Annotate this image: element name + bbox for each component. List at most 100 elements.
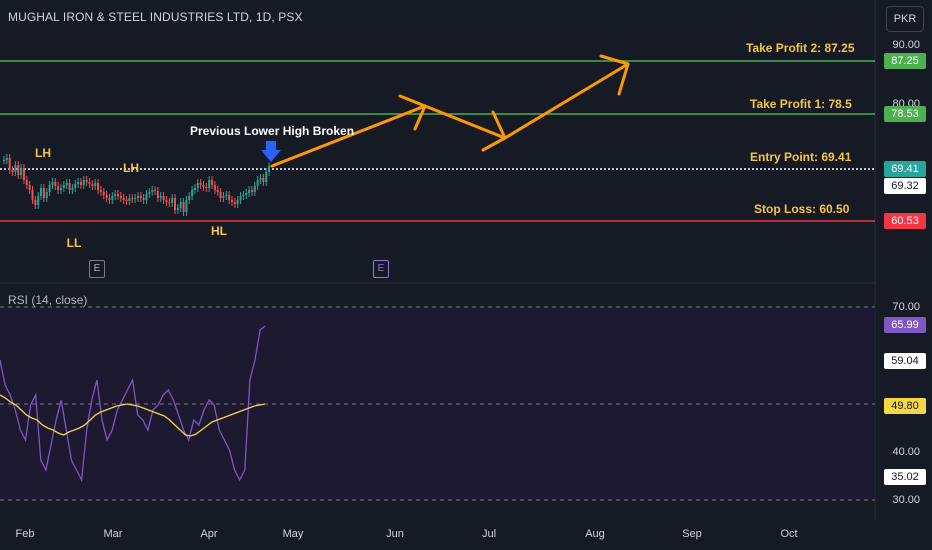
- candle-body: [74, 184, 77, 188]
- candle-body: [48, 185, 51, 192]
- take-profit-1-label: Take Profit 1: 78.5: [750, 97, 852, 111]
- candle-body: [145, 194, 148, 200]
- projection-path: [270, 62, 630, 168]
- candle-body: [256, 180, 259, 186]
- currency-button[interactable]: PKR: [886, 6, 924, 32]
- candle-body: [111, 196, 114, 200]
- candle-body: [82, 180, 85, 185]
- candle-body: [245, 193, 248, 195]
- candle-body: [185, 200, 188, 212]
- candle-body: [85, 180, 88, 182]
- candle-body: [97, 183, 100, 190]
- time-label-apr: Apr: [200, 528, 218, 540]
- time-label-may: May: [282, 528, 304, 540]
- candle-body: [248, 190, 251, 193]
- candle-body: [117, 194, 119, 196]
- rsi-line: [0, 325, 266, 483]
- candle-body: [199, 183, 202, 185]
- candle-body: [176, 208, 179, 210]
- candle-body: [193, 188, 196, 190]
- rsi-ma-badge: 49.80: [884, 398, 926, 414]
- rsi-indicator-label[interactable]: RSI (14, close): [8, 293, 88, 307]
- candle-body: [196, 183, 199, 188]
- candle-body: [77, 182, 80, 184]
- lower-high-label-1: LH: [35, 146, 51, 160]
- candle-body: [105, 195, 108, 198]
- candle-body: [54, 182, 57, 186]
- arrow-head-3: [599, 54, 630, 96]
- candle-body: [122, 198, 125, 200]
- rsi-upper-badge: 59.04: [884, 353, 926, 369]
- rsi-series: [0, 325, 266, 483]
- candle-body: [57, 186, 60, 190]
- time-label-sep: Sep: [682, 528, 702, 540]
- projection-arrows[interactable]: [270, 54, 630, 168]
- candle-body: [159, 196, 162, 198]
- candle-body: [228, 195, 231, 200]
- candle-body: [20, 168, 23, 175]
- candle-body: [60, 188, 62, 190]
- candle-body: [45, 192, 48, 198]
- rsi-tick-40: 40.00: [892, 446, 920, 458]
- entry-point-label: Entry Point: 69.41: [750, 150, 852, 164]
- breakout-annotation: Previous Lower High Broken: [190, 124, 355, 138]
- candle-body: [119, 196, 122, 198]
- candle-body: [268, 166, 271, 172]
- candle-body: [94, 183, 97, 186]
- candle-body: [128, 198, 131, 201]
- candle-body: [68, 183, 71, 190]
- candle-body: [262, 178, 265, 182]
- candle-body: [242, 195, 245, 196]
- earnings-marker-1[interactable]: E: [89, 260, 105, 278]
- candle-body: [14, 165, 17, 172]
- candle-body: [142, 198, 145, 200]
- candle-body: [134, 198, 137, 199]
- candle-body: [168, 202, 171, 203]
- candle-body: [151, 190, 154, 192]
- candle-body: [211, 180, 214, 185]
- rsi-lower-badge: 35.02: [884, 469, 926, 485]
- candle-body: [108, 198, 111, 200]
- candle-body: [136, 196, 139, 198]
- candle-body: [51, 182, 54, 185]
- candle-body: [40, 188, 43, 196]
- candle-body: [188, 196, 191, 200]
- candle-body: [236, 200, 239, 204]
- lower-low-label: LL: [66, 236, 82, 250]
- candle-body: [225, 195, 228, 196]
- candle-body: [165, 200, 168, 202]
- last-price-badge: 69.32: [884, 178, 926, 194]
- candle-body: [239, 196, 242, 200]
- candle-body: [162, 196, 165, 200]
- candle-body: [182, 202, 185, 212]
- symbol-title[interactable]: MUGHAL IRON & STEEL INDUSTRIES LTD, 1D, …: [8, 10, 303, 24]
- candle-body: [22, 168, 25, 180]
- earnings-marker-2[interactable]: E: [373, 260, 389, 278]
- candle-body: [65, 183, 68, 185]
- candle-body: [148, 192, 151, 194]
- candle-body: [102, 192, 105, 195]
- stop-loss-badge: 60.53: [884, 213, 926, 229]
- candle-body: [205, 187, 208, 188]
- candle-body: [71, 188, 74, 190]
- time-label-jun: Jun: [386, 528, 404, 540]
- candle-body: [125, 200, 128, 201]
- candlestick-series: [3, 154, 271, 216]
- candle-body: [139, 196, 142, 198]
- candle-body: [3, 160, 5, 161]
- candle-body: [219, 192, 222, 198]
- candle-body: [5, 158, 8, 160]
- candle-body: [222, 196, 225, 198]
- candle-body: [179, 202, 182, 208]
- candle-body: [34, 200, 37, 205]
- time-label-oct: Oct: [780, 528, 798, 540]
- stop-loss-label: Stop Loss: 60.50: [754, 202, 850, 216]
- higher-low-label: HL: [211, 224, 227, 238]
- lower-high-label-2: LH: [123, 161, 139, 175]
- candle-body: [17, 165, 20, 175]
- candle-body: [171, 198, 174, 203]
- time-label-jul: Jul: [481, 528, 497, 540]
- candle-body: [131, 198, 134, 199]
